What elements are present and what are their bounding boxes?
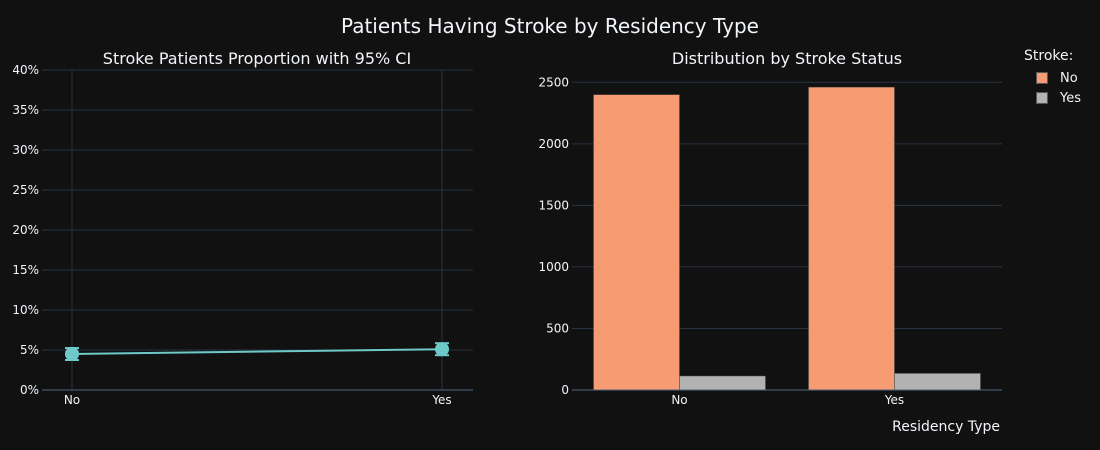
bar-y-tick-label: 1500: [538, 198, 569, 212]
line-subplot-title: Stroke Patients Proportion with 95% CI: [102, 49, 412, 68]
line-point: [65, 347, 79, 361]
bar-y-tick-label: 500: [546, 321, 569, 335]
bar-x-tick-label: Yes: [884, 393, 904, 407]
legend: Stroke: No Yes: [1024, 48, 1081, 108]
legend-item-yes[interactable]: Yes: [1024, 88, 1081, 108]
bar-y-tick-label: 1000: [538, 260, 569, 274]
legend-item-no[interactable]: No: [1024, 68, 1081, 88]
bar-yes-no: [679, 375, 766, 391]
line-y-tick-label: 40%: [12, 63, 39, 77]
line-x-tick-label: No: [64, 393, 80, 407]
line-y-tick-label: 0%: [20, 383, 39, 397]
bar-x-tick-label: No: [671, 393, 687, 407]
line-y-tick-label: 5%: [20, 343, 39, 357]
bar-no-yes: [808, 86, 895, 391]
line-point: [435, 342, 449, 357]
line-y-tick-label: 35%: [12, 103, 39, 117]
legend-swatch-no: [1036, 72, 1048, 84]
figure-title: Patients Having Stroke by Residency Type: [341, 14, 759, 38]
bar-yes-yes: [894, 373, 981, 391]
line-y-tick-label: 10%: [12, 303, 39, 317]
line-y-tick-label: 20%: [12, 223, 39, 237]
line-x-tick-label: Yes: [431, 393, 451, 407]
bar-x-axis-title: Residency Type: [892, 419, 1000, 435]
line-y-tick-label: 25%: [12, 183, 39, 197]
bar-y-tick-label: 2000: [538, 137, 569, 151]
legend-swatch-yes: [1036, 92, 1048, 104]
legend-label-yes: Yes: [1060, 90, 1081, 106]
legend-label-no: No: [1060, 70, 1078, 86]
line-series: [71, 348, 443, 355]
bar-no-no: [593, 94, 680, 391]
legend-title: Stroke:: [1024, 48, 1074, 64]
bar-y-tick-label: 0: [561, 383, 569, 397]
bar-y-tick-label: 2500: [538, 75, 569, 89]
bar-subplot-title: Distribution by Stroke Status: [671, 49, 903, 68]
line-y-tick-label: 30%: [12, 143, 39, 157]
line-y-tick-label: 15%: [12, 263, 39, 277]
